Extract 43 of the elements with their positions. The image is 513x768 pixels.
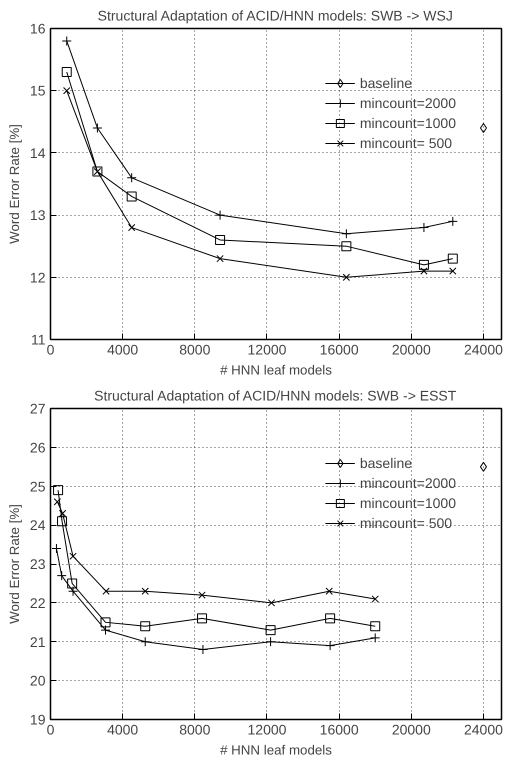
legend-label: baseline bbox=[360, 75, 412, 91]
y-tick-label: 22 bbox=[30, 594, 46, 611]
y-tick-label: 27 bbox=[30, 400, 46, 416]
chart-title: Structural Adaptation of ACID/HNN models: SWB -> ESST bbox=[94, 388, 457, 404]
chart-title: Structural Adaptation of ACID/HNN models: SWB -> WSJ bbox=[98, 8, 453, 24]
y-tick-label: 24 bbox=[30, 517, 46, 534]
y-tick-label: 21 bbox=[30, 634, 46, 650]
x-axis-title: # HNN leaf models bbox=[220, 742, 332, 758]
legend-label: mincount=2000 bbox=[360, 95, 456, 111]
legend-label: baseline bbox=[360, 455, 412, 471]
x-tick-label: 4000 bbox=[107, 342, 138, 358]
legend-label: mincount=1000 bbox=[360, 115, 456, 131]
x-tick-label: 0 bbox=[46, 722, 55, 738]
y-tick-label: 14 bbox=[30, 144, 46, 161]
y-tick-label: 25 bbox=[30, 478, 46, 494]
x-tick-label: 20000 bbox=[392, 722, 431, 738]
y-tick-label: 13 bbox=[30, 207, 46, 224]
y-tick-label: 19 bbox=[30, 712, 46, 728]
x-axis-title: # HNN leaf models bbox=[220, 362, 332, 378]
y-tick-label: 12 bbox=[30, 269, 46, 286]
x-tick-label: 4000 bbox=[107, 722, 138, 738]
x-tick-label: 24000 bbox=[464, 342, 504, 358]
y-tick-label: 23 bbox=[30, 556, 46, 572]
y-tick-label: 26 bbox=[30, 439, 46, 456]
x-tick-label: 16000 bbox=[320, 342, 359, 358]
x-tick-label: 16000 bbox=[320, 722, 359, 738]
y-tick-label: 11 bbox=[30, 332, 46, 348]
x-tick-label: 12000 bbox=[248, 722, 287, 738]
legend-label: mincount=2000 bbox=[360, 475, 456, 491]
y-tick-label: 20 bbox=[30, 672, 46, 689]
legend-label: mincount= 500 bbox=[360, 515, 452, 531]
x-tick-label: 0 bbox=[46, 342, 55, 358]
x-tick-label: 20000 bbox=[392, 342, 431, 358]
legend-label: mincount=1000 bbox=[360, 495, 456, 511]
y-axis-title: Word Error Rate [%] bbox=[6, 124, 22, 244]
x-tick-label: 8000 bbox=[179, 342, 211, 358]
y-tick-label: 15 bbox=[30, 82, 46, 99]
y-axis-title: Word Error Rate [%] bbox=[6, 504, 22, 624]
legend-label: mincount= 500 bbox=[360, 135, 452, 151]
x-tick-label: 8000 bbox=[179, 722, 211, 738]
x-tick-label: 12000 bbox=[248, 342, 287, 358]
x-tick-label: 24000 bbox=[464, 722, 504, 738]
y-tick-label: 16 bbox=[30, 20, 46, 36]
